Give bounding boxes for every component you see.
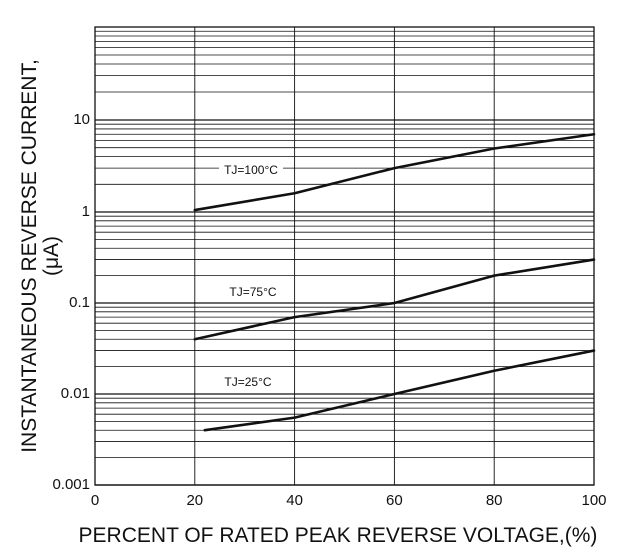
x-tick-label: 40 [286, 492, 303, 509]
series-line-1 [193, 258, 596, 341]
x-tick-label: 80 [486, 492, 503, 509]
series-label-0: TJ=100°C [224, 163, 278, 177]
series-label-background-1 [221, 284, 285, 300]
y-axis-title-line1: INSTANTANEOUS REVERSE CURRENT, [18, 59, 41, 453]
y-tick-label: 1 [82, 203, 90, 220]
y-tick-label: 0.001 [52, 476, 90, 493]
series-layer [193, 132, 596, 432]
grid-layer [94, 26, 595, 486]
x-tick-label: 20 [186, 492, 203, 509]
x-axis-title: PERCENT OF RATED PEAK REVERSE VOLTAGE,(%… [79, 524, 598, 547]
series-label-2: TJ=25°C [224, 375, 271, 389]
x-tick-label: 100 [581, 492, 606, 509]
series-line-0 [193, 132, 596, 212]
series-label-1: TJ=75°C [229, 285, 276, 299]
y-tick-label: 100 [65, 0, 90, 4]
x-tick-label: 60 [386, 492, 403, 509]
y-tick-label: 0.01 [61, 385, 90, 402]
series-label-background-2 [216, 374, 280, 390]
y-axis-title-line2: (μA) [40, 236, 63, 276]
series-line-2 [203, 349, 596, 432]
labels-layer: TJ=100°C TJ=75°C TJ=25°C 0 20 40 60 80 100 0.001 0… [52, 0, 606, 509]
plot-frame [94, 26, 595, 486]
y-tick-label: 0.1 [69, 294, 90, 311]
x-tick-label: 0 [91, 492, 99, 509]
series-label-background-0 [219, 162, 283, 178]
y-tick-label: 10 [73, 111, 90, 128]
